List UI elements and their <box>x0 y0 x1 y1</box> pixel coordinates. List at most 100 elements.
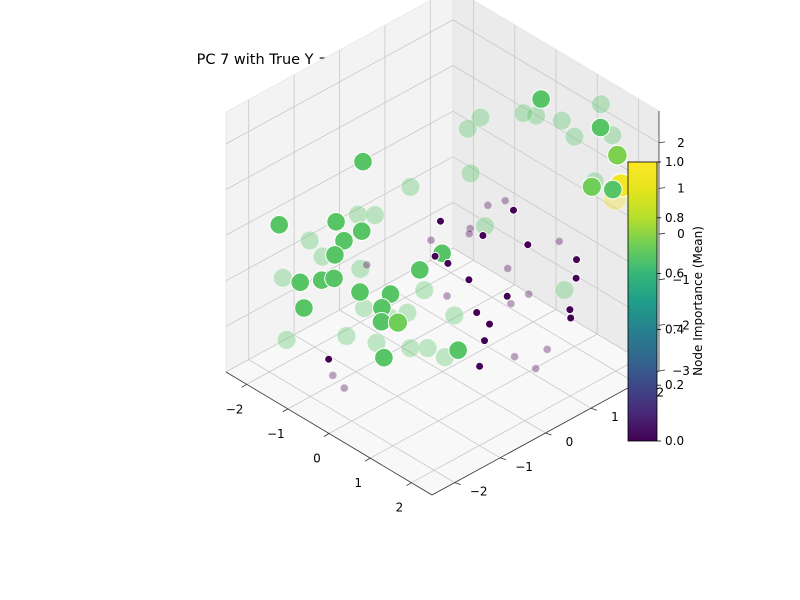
data-point <box>430 251 440 261</box>
data-point <box>426 235 436 245</box>
data-point <box>513 103 534 123</box>
data-point <box>564 126 585 147</box>
data-point <box>365 205 385 225</box>
y-tick-mark <box>590 407 598 411</box>
data-point <box>542 344 552 354</box>
data-point <box>464 229 474 239</box>
data-point <box>510 352 520 362</box>
data-point <box>478 231 488 240</box>
data-point <box>554 280 575 300</box>
y-tick-mark <box>545 432 552 436</box>
data-point <box>470 107 491 128</box>
data-point <box>400 177 421 197</box>
data-point <box>444 305 465 326</box>
x-tick-mark <box>406 482 412 487</box>
data-point <box>294 298 314 318</box>
data-point <box>339 383 349 393</box>
z-tick-mark <box>658 324 666 326</box>
grid-line-z <box>225 19 454 145</box>
tick-labels: −2 −1 0 1 2 −2 −1 0 1 2 −3 −2 −1 0 1 2 <box>226 136 690 515</box>
z-tick-label: 0 <box>677 227 685 241</box>
grid-line-z <box>225 202 454 327</box>
data-point <box>273 268 293 288</box>
colorbar-tick-label: 0.4 <box>665 322 684 336</box>
grid-line-z <box>452 156 660 281</box>
colorbar: 0.0 0.2 0.4 0.6 0.8 1.0 Node Importance (Mean… <box>627 155 705 448</box>
x-tick-label: 1 <box>354 476 362 490</box>
grid-line-y <box>339 309 546 434</box>
data-point <box>354 298 374 319</box>
data-point <box>500 196 510 206</box>
data-point <box>417 338 438 358</box>
data-point <box>551 110 572 131</box>
data-point <box>566 313 576 323</box>
data-points <box>269 89 634 393</box>
y-tick-mark <box>499 457 507 461</box>
data-point <box>460 163 481 184</box>
grid-line-z <box>225 65 454 190</box>
z-tick-label: −1 <box>672 273 690 287</box>
data-point <box>269 215 290 235</box>
colorbar-tick-label: 0.8 <box>665 211 684 225</box>
data-point <box>480 336 489 346</box>
colorbar-tick-label: 0.2 <box>665 378 684 392</box>
x-tick-label: 2 <box>396 501 404 515</box>
data-point <box>325 245 345 265</box>
y-tick-label: 2 <box>656 385 664 399</box>
data-point <box>324 268 344 289</box>
grid-line-z <box>452 19 660 144</box>
colorbar-ticks: 0.0 0.2 0.4 0.6 0.8 1.0 <box>657 155 684 448</box>
data-point <box>591 94 611 115</box>
data-point <box>299 230 320 251</box>
z-tick-label: 1 <box>677 182 685 196</box>
data-point <box>485 319 494 329</box>
data-point <box>387 312 408 333</box>
grid-line-z <box>225 110 454 236</box>
data-point <box>443 258 453 268</box>
colorbar-tick-label: 0.6 <box>665 267 684 281</box>
data-point <box>506 299 516 309</box>
x-tick-mark <box>241 383 247 388</box>
data-point <box>353 151 373 172</box>
data-point <box>400 338 421 359</box>
z-tick-mark <box>658 369 666 372</box>
data-point <box>336 326 357 346</box>
data-point <box>509 205 518 215</box>
x-tick-mark <box>282 408 289 413</box>
data-point <box>348 204 368 225</box>
y-tick-label: −1 <box>515 460 533 474</box>
data-point <box>457 119 478 139</box>
colorbar-tick-label: 1.0 <box>665 155 684 169</box>
grid-line-y <box>248 359 455 483</box>
data-point <box>442 291 452 301</box>
y-tick-label: −2 <box>470 485 488 499</box>
z-tick-label: −2 <box>672 318 690 332</box>
data-point <box>464 275 474 285</box>
data-point <box>276 330 297 350</box>
y-tick-label: 1 <box>611 410 619 424</box>
data-point <box>572 255 581 265</box>
data-point <box>328 370 338 380</box>
colorbar-tick-label: 0.0 <box>665 434 684 448</box>
data-point <box>571 273 581 283</box>
data-point <box>350 259 371 279</box>
data-point <box>607 144 628 166</box>
y-tick-mark <box>454 482 461 485</box>
data-point <box>472 308 482 317</box>
data-point <box>362 260 372 270</box>
z-tick-label: −3 <box>672 364 690 378</box>
data-point <box>324 354 334 364</box>
data-point <box>334 231 354 251</box>
x-tick-mark <box>323 433 330 437</box>
data-point <box>554 236 564 246</box>
data-point <box>414 280 435 301</box>
grid-lines <box>225 0 660 484</box>
data-point <box>531 89 551 109</box>
data-point <box>524 289 534 299</box>
z-tick-mark <box>658 278 666 281</box>
data-point <box>350 282 370 302</box>
data-point <box>581 176 602 197</box>
x-tick-label: −2 <box>226 402 244 416</box>
data-point <box>374 347 394 368</box>
